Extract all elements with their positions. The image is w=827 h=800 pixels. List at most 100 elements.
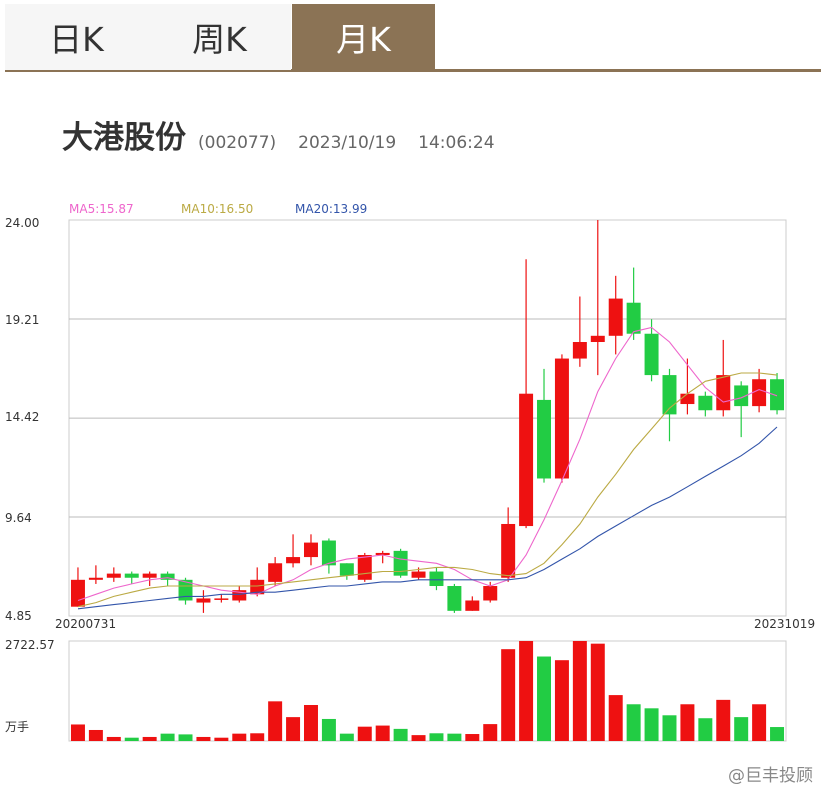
grid	[68, 219, 787, 742]
candle-body	[214, 598, 229, 600]
volume-bar	[411, 735, 426, 741]
axis-labels: MA5:15.87 MA10:16.50 MA20:13.99 24.00 19…	[5, 202, 815, 734]
ma-lines	[77, 326, 778, 610]
candle-body	[519, 393, 534, 527]
candle-body	[537, 399, 552, 479]
period-tabs: 日K 周K 月K	[5, 4, 821, 72]
candle-body	[196, 598, 211, 603]
tab-monthly[interactable]: 月K	[292, 4, 435, 70]
volume-bar	[70, 724, 85, 741]
volume-panel-frame	[68, 640, 787, 742]
tab-daily[interactable]: 日K	[5, 4, 148, 70]
volume-bar	[501, 649, 516, 741]
price-tick-0: 24.00	[5, 216, 39, 230]
price-tick-2: 14.42	[5, 410, 39, 424]
volume-bar	[483, 724, 498, 741]
candle-body	[590, 335, 605, 343]
volume-bar	[106, 736, 121, 741]
candle-body	[303, 542, 318, 558]
ma20-legend: MA20:13.99	[295, 202, 367, 216]
volume-bar	[572, 641, 587, 741]
volume-bar	[537, 656, 552, 741]
candle-body	[716, 375, 731, 411]
stock-name: 大港股份	[62, 120, 186, 156]
candle-body	[411, 571, 426, 578]
x-start-label: 20200731	[55, 617, 116, 631]
volume-bar	[286, 717, 301, 741]
ma10-line	[77, 372, 778, 608]
volume-unit-label: 万手	[5, 720, 29, 734]
candle-body	[250, 579, 265, 595]
volume-bar	[124, 737, 139, 741]
volume-bar	[590, 643, 605, 741]
candle-body	[375, 552, 390, 555]
candle-body	[124, 573, 139, 578]
volume-bar	[734, 717, 749, 741]
candle-body	[286, 557, 301, 564]
stock-code: (002077)	[198, 133, 277, 153]
candle-body	[321, 540, 336, 566]
tab-weekly[interactable]: 周K	[148, 4, 291, 70]
volume-bar	[680, 704, 695, 741]
candle-body	[268, 563, 283, 582]
volume-bar	[357, 726, 372, 741]
volume-bars	[70, 641, 785, 741]
volume-bar	[250, 733, 265, 741]
volume-bar	[160, 733, 175, 741]
candle-body	[572, 342, 587, 359]
volume-bar	[465, 734, 480, 741]
candle-body	[644, 333, 659, 376]
candle-body	[393, 550, 408, 576]
x-end-label: 20231019	[754, 617, 815, 631]
candle-body	[752, 379, 767, 407]
candle-body	[680, 393, 695, 405]
candle-body	[501, 523, 516, 578]
candle-body	[88, 577, 103, 580]
ma10-legend: MA10:16.50	[181, 202, 253, 216]
candle-body	[142, 573, 157, 578]
candle-body	[483, 586, 498, 601]
volume-bar	[554, 660, 569, 741]
candle-body	[770, 379, 785, 411]
volume-bar	[375, 725, 390, 741]
volume-bar	[752, 704, 767, 741]
volume-bar	[644, 708, 659, 741]
ma5-line	[77, 326, 778, 602]
candle-body	[106, 573, 121, 578]
candle-body	[70, 579, 85, 607]
candle-body	[357, 554, 372, 580]
candles	[70, 220, 785, 613]
volume-bar	[339, 733, 354, 741]
candle-body	[662, 375, 677, 415]
volume-bar	[429, 733, 444, 741]
volume-bar	[698, 718, 713, 741]
candle-body	[626, 302, 641, 334]
volume-bar	[214, 737, 229, 741]
volume-bar	[178, 734, 193, 741]
candle-body	[178, 579, 193, 601]
ma20-line	[77, 426, 778, 610]
volume-bar	[196, 736, 211, 741]
volume-bar	[232, 733, 247, 741]
candle-body	[608, 298, 623, 336]
quote-time: 14:06:24	[418, 133, 495, 153]
candle-body	[447, 586, 462, 611]
volume-bar	[142, 736, 157, 741]
candle-body	[339, 563, 354, 576]
volume-bar	[716, 699, 731, 741]
volume-bar	[626, 704, 641, 741]
price-tick-4: 4.85	[5, 609, 32, 623]
ma5-legend: MA5:15.87	[69, 202, 134, 216]
volume-bar	[268, 701, 283, 741]
volume-bar	[321, 718, 336, 741]
volume-bar	[447, 733, 462, 741]
price-tick-1: 19.21	[5, 313, 39, 327]
candle-body	[465, 600, 480, 611]
candle-body	[429, 571, 444, 587]
candle-body	[232, 590, 247, 601]
candle-body	[160, 573, 175, 580]
volume-bar	[393, 728, 408, 741]
quote-date: 2023/10/19	[298, 133, 397, 153]
watermark: @巨丰投顾	[728, 766, 813, 786]
